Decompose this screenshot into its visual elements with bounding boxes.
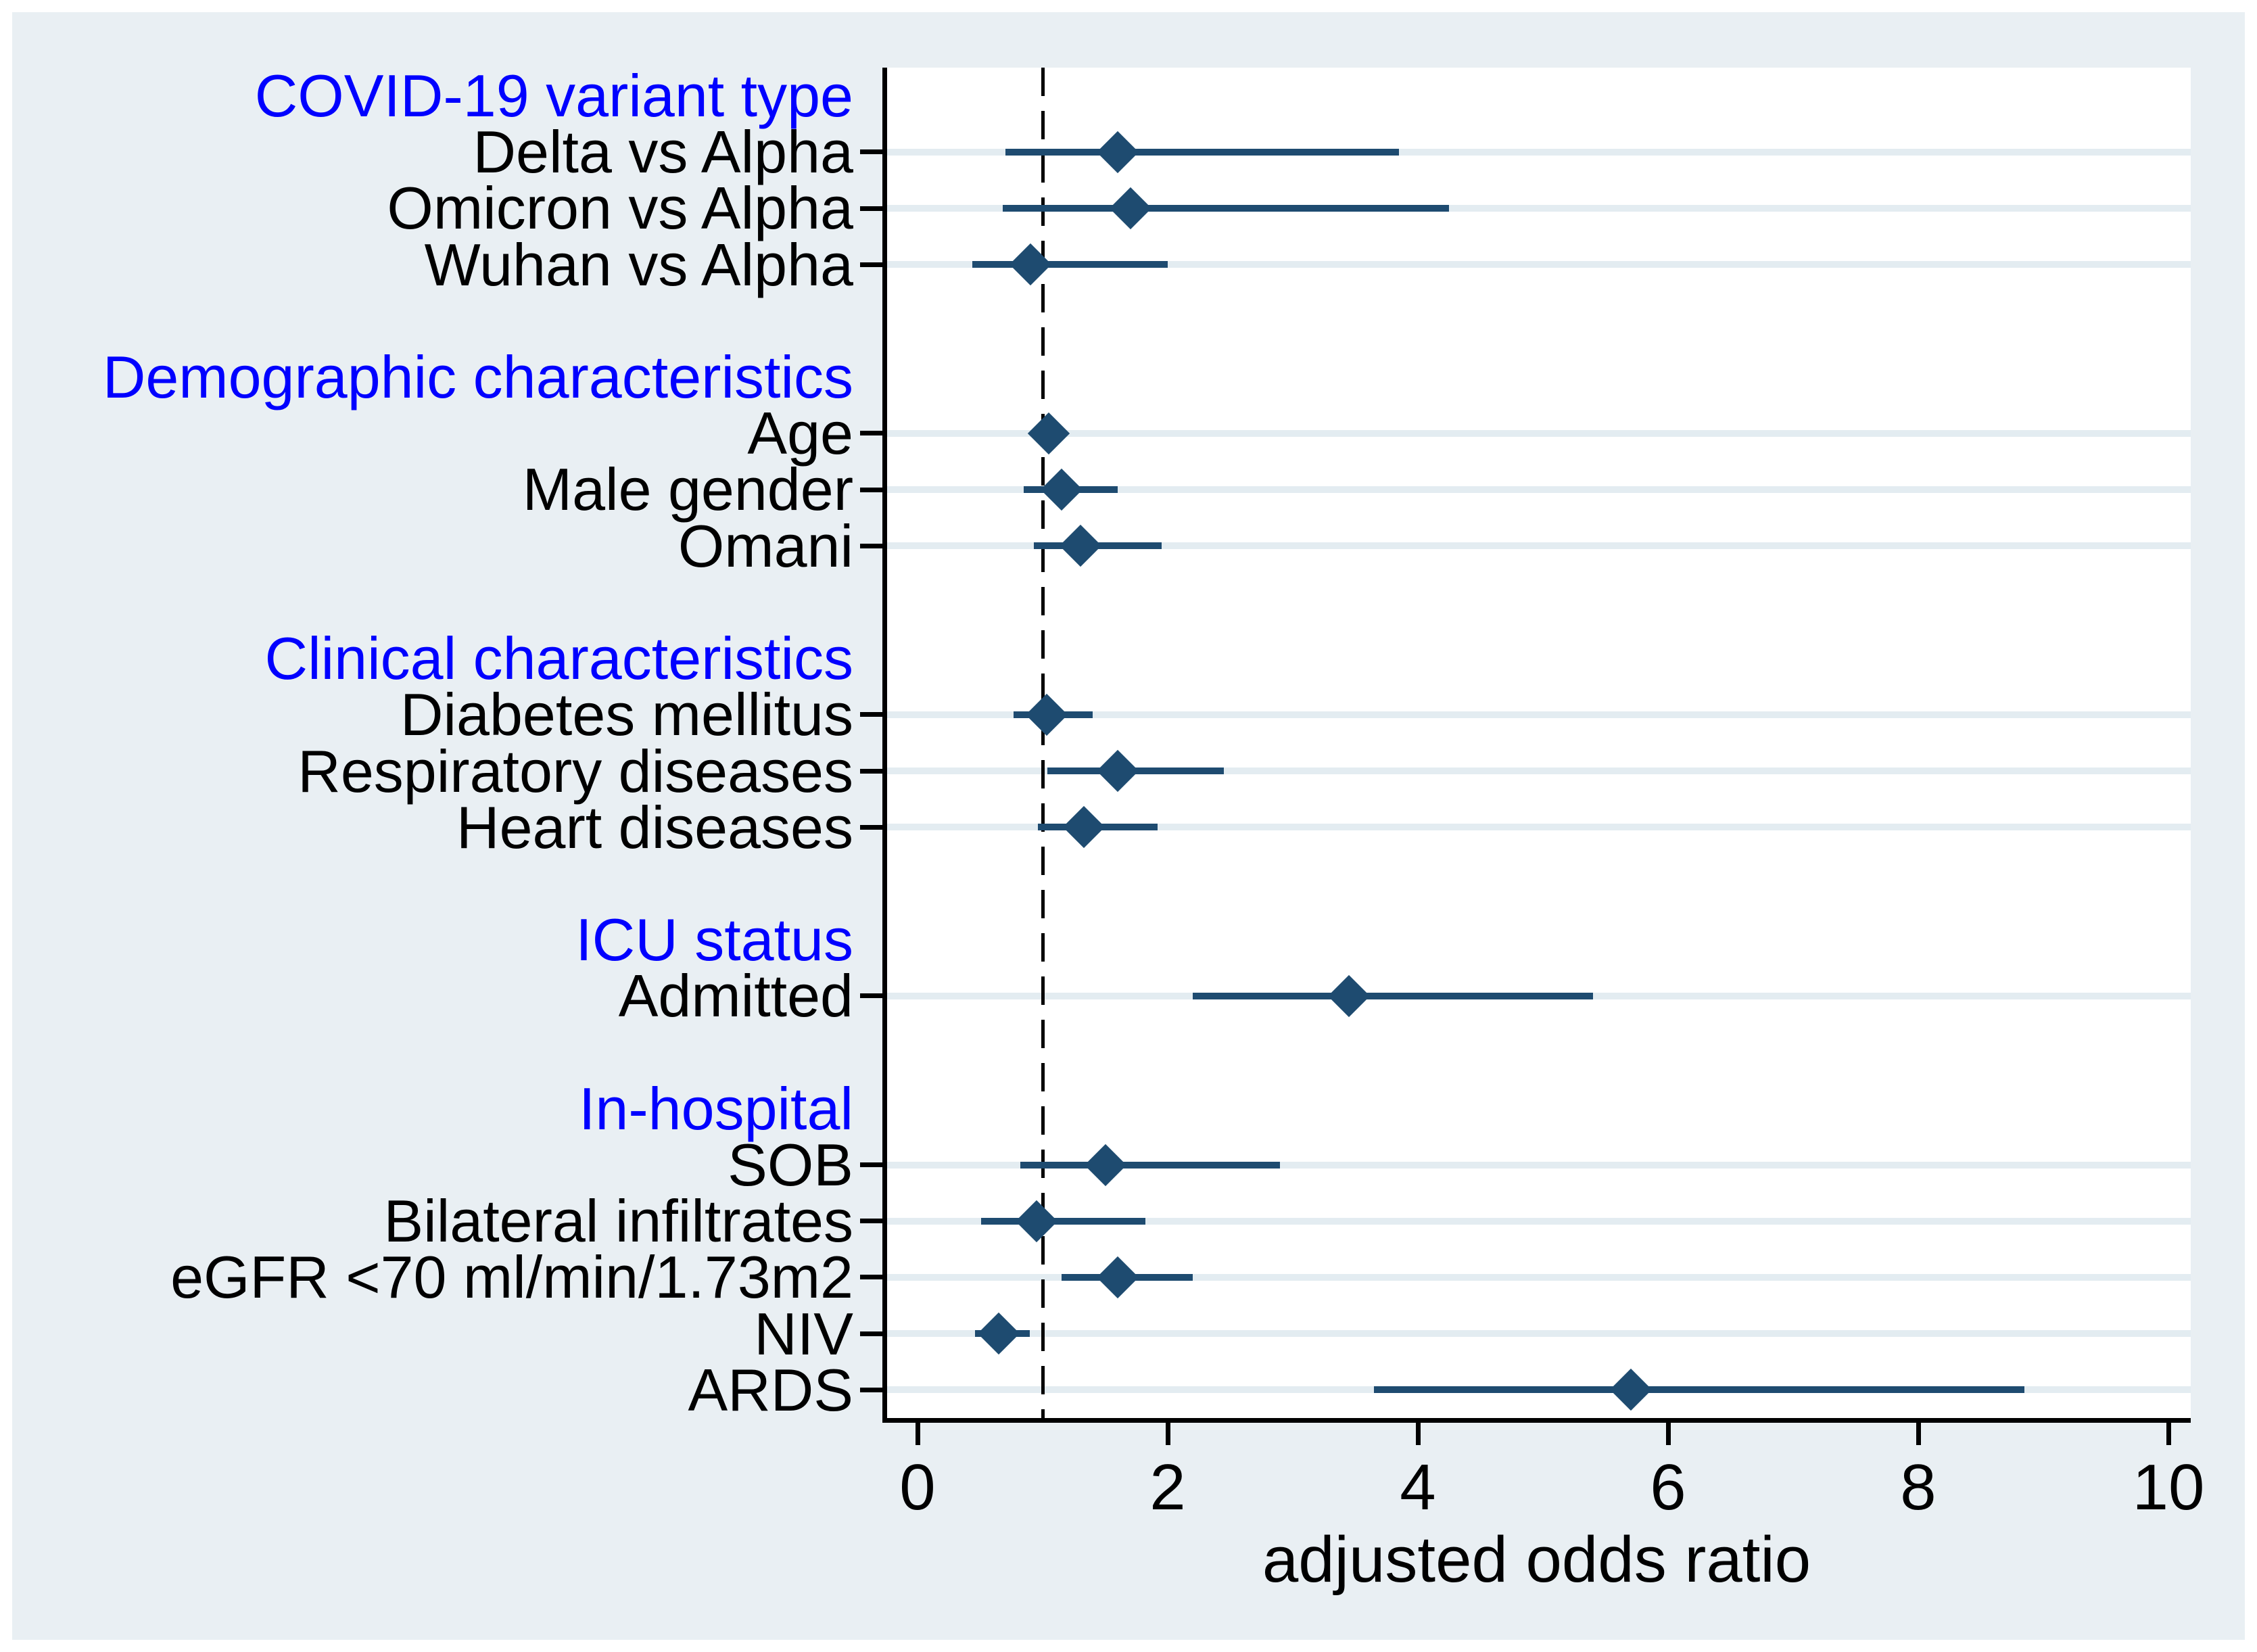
plot-area (882, 68, 2191, 1418)
y-axis-line (882, 68, 887, 1423)
ci-line (972, 261, 1168, 268)
row-label: Diabetes mellitus (400, 681, 853, 749)
row-tick (860, 149, 882, 155)
row-tick (860, 1387, 882, 1392)
row-stripe (887, 205, 2191, 212)
x-tick-label: 0 (899, 1451, 936, 1524)
row-label: Respiratory diseases (298, 737, 853, 805)
row-tick (860, 262, 882, 267)
row-label: eGFR <70 ml/min/1.73m2 (170, 1244, 853, 1311)
row-stripe (887, 711, 2191, 718)
row-label: Heart diseases (456, 793, 853, 861)
x-tick (1916, 1423, 1921, 1445)
row-tick (860, 543, 882, 548)
or-diamond (1096, 1256, 1139, 1299)
or-diamond (1040, 468, 1083, 511)
row-label: Age (747, 400, 853, 467)
or-diamond (1609, 1369, 1652, 1411)
or-diamond (1028, 412, 1070, 454)
row-label: Omani (678, 512, 853, 580)
ci-line (1193, 992, 1593, 999)
row-tick (860, 1162, 882, 1168)
row-stripe (887, 261, 2191, 268)
row-tick (860, 1331, 882, 1336)
row-stripe (887, 148, 2191, 156)
row-stripe (887, 429, 2191, 437)
or-diamond (1096, 131, 1139, 173)
ci-line (1005, 148, 1400, 156)
row-stripe (887, 824, 2191, 831)
or-diamond (1084, 1143, 1126, 1186)
ci-line (1020, 1161, 1281, 1169)
row-tick (860, 993, 882, 999)
x-tick-label: 10 (2132, 1451, 2205, 1524)
or-diamond (1015, 1200, 1058, 1242)
row-label: Wuhan vs Alpha (424, 231, 853, 298)
row-stripe (887, 768, 2191, 775)
row-stripe (887, 542, 2191, 550)
row-tick (860, 431, 882, 436)
row-label: Delta vs Alpha (473, 118, 853, 186)
row-label: SOB (728, 1131, 853, 1198)
x-tick-label: 4 (1400, 1451, 1436, 1524)
group-header-label: COVID-19 variant type (254, 62, 853, 129)
row-tick (860, 768, 882, 774)
or-diamond (1109, 187, 1151, 230)
group-header-label: Demographic characteristics (102, 344, 853, 411)
row-tick (860, 1275, 882, 1280)
or-diamond (1059, 525, 1101, 567)
or-diamond (1009, 243, 1051, 286)
row-tick (860, 487, 882, 492)
x-axis-line (882, 1418, 2191, 1423)
row-stripe (887, 1330, 2191, 1338)
x-tick-label: 6 (1650, 1451, 1686, 1524)
reference-line (1041, 68, 1045, 1418)
x-tick (915, 1423, 920, 1445)
x-tick (1415, 1423, 1421, 1445)
row-tick (860, 824, 882, 830)
group-header-label: ICU status (575, 906, 853, 974)
row-label: Omicron vs Alpha (387, 174, 853, 242)
or-diamond (1096, 749, 1139, 793)
ci-line (981, 1217, 1145, 1225)
group-header-label: In-hospital (578, 1075, 853, 1142)
row-tick (860, 1219, 882, 1224)
row-tick (860, 712, 882, 717)
x-tick (1665, 1423, 1671, 1445)
or-diamond (1025, 693, 1068, 736)
row-stripe (887, 1273, 2191, 1281)
group-header-label: Clinical characteristics (264, 625, 853, 692)
row-label: Admitted (618, 962, 853, 1030)
x-tick (2166, 1423, 2171, 1445)
row-stripe (887, 1217, 2191, 1225)
row-label: ARDS (688, 1356, 854, 1423)
ci-line (1002, 205, 1450, 212)
row-stripe (887, 1161, 2191, 1169)
row-label: Bilateral infiltrates (383, 1187, 853, 1255)
row-tick (860, 206, 882, 211)
x-tick-label: 2 (1149, 1451, 1186, 1524)
x-tick (1165, 1423, 1170, 1445)
x-axis-title: adjusted odds ratio (1262, 1524, 1811, 1596)
or-diamond (1328, 974, 1371, 1018)
row-label: Male gender (522, 456, 853, 523)
or-diamond (978, 1313, 1020, 1355)
or-diamond (1062, 806, 1106, 849)
row-stripe (887, 486, 2191, 494)
x-tick-label: 8 (1900, 1451, 1937, 1524)
ci-line (1374, 1386, 2025, 1394)
row-label: NIV (754, 1300, 853, 1367)
